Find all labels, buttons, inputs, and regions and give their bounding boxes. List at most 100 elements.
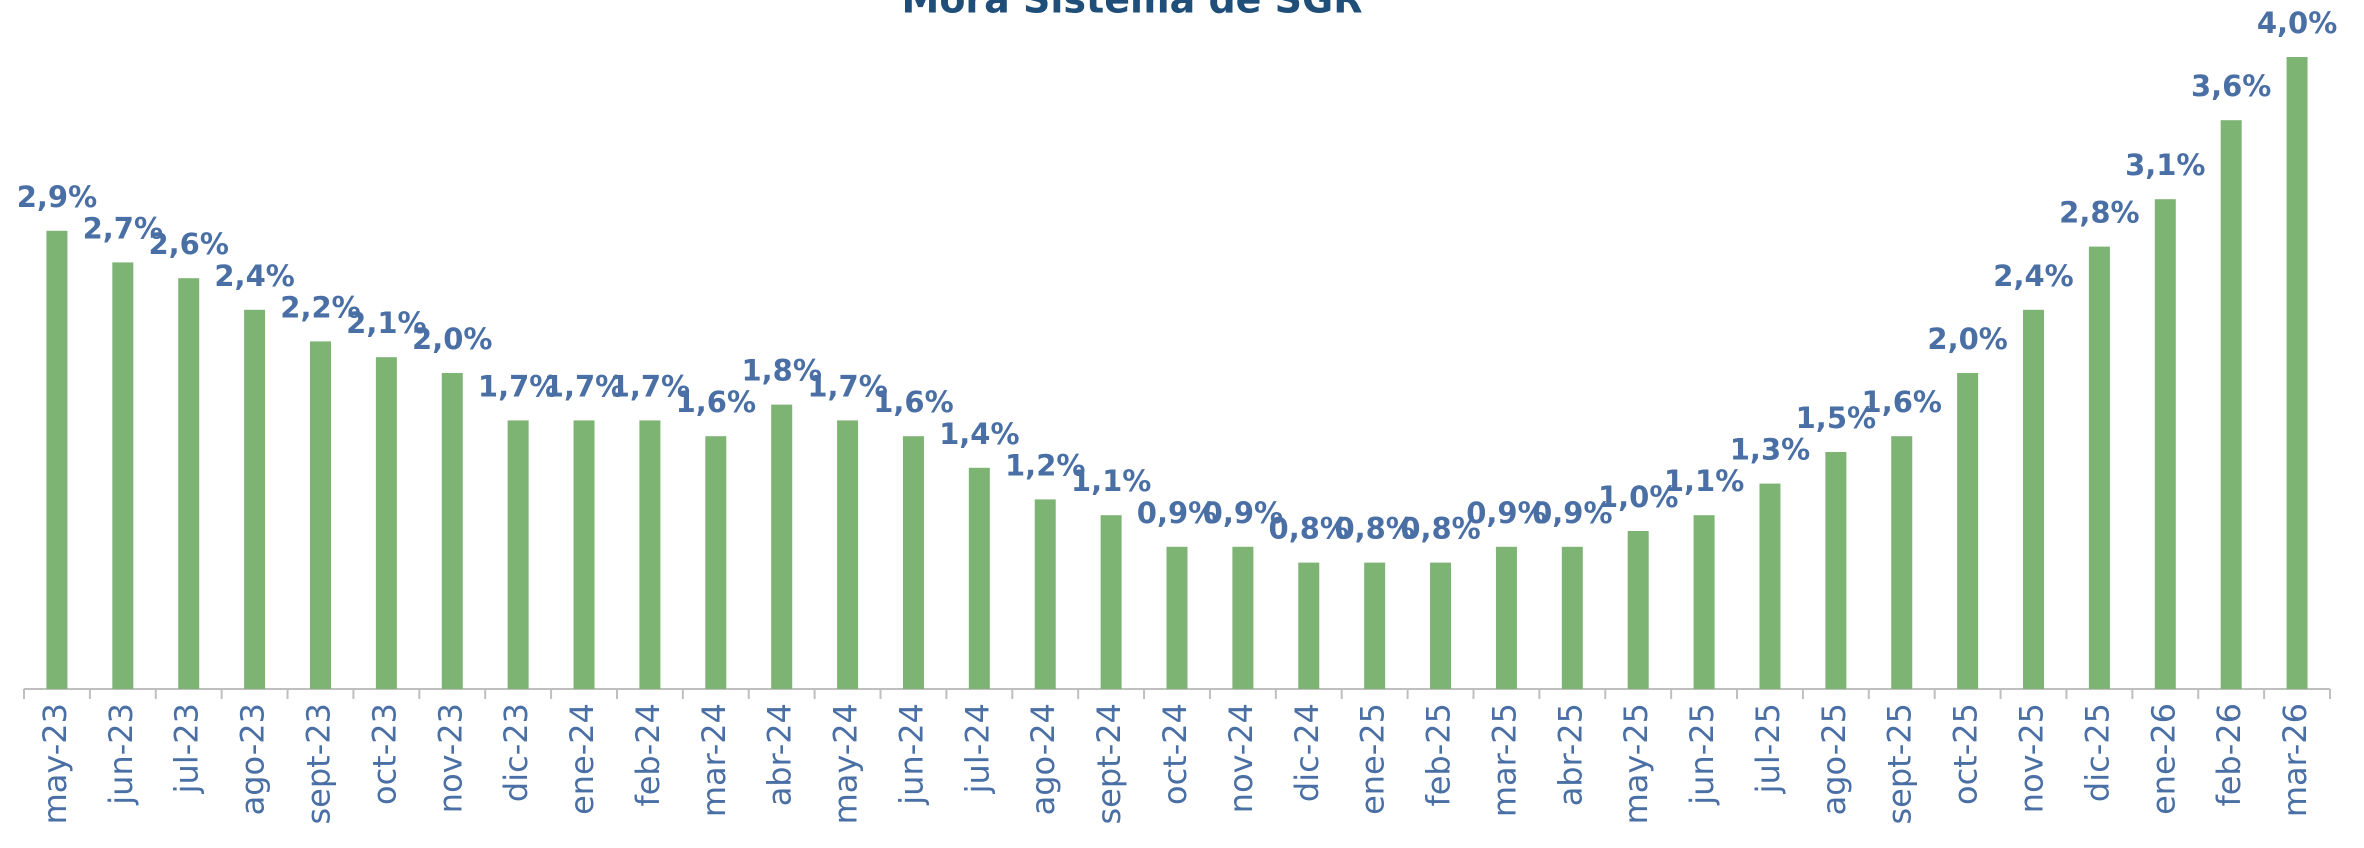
bar — [1891, 436, 1913, 689]
x-tick-label: jul-25 — [1749, 703, 1787, 794]
value-label: 0,9% — [1466, 496, 1546, 530]
value-label: 1,6% — [873, 385, 953, 419]
bar — [2220, 120, 2242, 689]
x-tick-label: nov-25 — [2013, 703, 2051, 813]
x-tick-label: may-25 — [1617, 703, 1655, 824]
bar — [837, 420, 859, 689]
value-label: 0,9% — [1203, 496, 1283, 530]
value-label: 2,1% — [346, 306, 426, 340]
x-tick-label: sept-23 — [299, 703, 337, 824]
x-tick-label: ago-24 — [1024, 703, 1062, 815]
bar — [1495, 546, 1517, 689]
bar — [1561, 546, 1583, 689]
bar — [441, 373, 463, 689]
x-tick-label: ago-25 — [1815, 703, 1853, 815]
chart-title: Mora Sistema de SGR — [902, 0, 1363, 22]
value-label: 2,4% — [214, 259, 294, 293]
value-label: 1,8% — [741, 354, 821, 388]
bar — [968, 467, 990, 689]
x-tick-label: ago-23 — [234, 703, 272, 815]
value-label: 2,2% — [280, 290, 360, 324]
x-tick-label: ene-24 — [563, 703, 601, 815]
bar — [1298, 562, 1320, 689]
bar — [46, 230, 68, 690]
bar — [1759, 483, 1781, 689]
x-tick-label: feb-25 — [1420, 703, 1458, 807]
bar — [2023, 309, 2045, 689]
bar — [507, 420, 529, 689]
bar — [2088, 246, 2110, 689]
bar — [112, 262, 134, 689]
x-tick-label: dic-24 — [1288, 703, 1326, 802]
bar — [1034, 499, 1056, 689]
value-label: 3,6% — [2191, 69, 2271, 103]
x-tick-label: oct-24 — [1156, 703, 1194, 805]
x-tick-label: mar-26 — [2276, 703, 2314, 817]
value-label: 1,7% — [544, 369, 624, 403]
x-tick-label: jun-25 — [1683, 703, 1721, 806]
bar — [1232, 546, 1254, 689]
value-label: 1,7% — [610, 369, 690, 403]
bar — [1825, 452, 1847, 689]
bar — [639, 420, 661, 689]
bar — [1364, 562, 1386, 689]
bar — [902, 436, 924, 689]
x-tick-label: ene-25 — [1354, 703, 1392, 815]
value-label: 3,1% — [2125, 148, 2205, 182]
value-label: 2,6% — [148, 227, 228, 261]
x-tick-label: sept-24 — [1090, 703, 1128, 824]
value-label: 0,9% — [1137, 496, 1217, 530]
value-label: 2,7% — [83, 211, 163, 245]
value-label: 1,6% — [1862, 385, 1942, 419]
value-label: 4,0% — [2257, 6, 2337, 40]
value-label: 0,8% — [1269, 512, 1349, 546]
value-label: 0,8% — [1334, 512, 1414, 546]
bar — [244, 309, 266, 689]
x-tick-label: dic-25 — [2078, 703, 2116, 802]
x-tick-label: dic-23 — [497, 703, 535, 802]
x-tick-label: nov-24 — [1222, 703, 1260, 813]
value-label: 2,9% — [17, 180, 97, 214]
x-tick-label: feb-26 — [2210, 703, 2248, 807]
bar — [375, 357, 397, 689]
value-label: 1,2% — [1005, 448, 1085, 482]
value-label: 0,8% — [1400, 512, 1480, 546]
x-tick-label: oct-23 — [365, 703, 403, 805]
bar — [1430, 562, 1452, 689]
x-tick-label: jun-23 — [102, 703, 140, 806]
x-tick-label: abr-25 — [1551, 703, 1589, 806]
x-tick-label: jun-24 — [892, 703, 930, 806]
value-label: 2,8% — [2059, 196, 2139, 230]
value-label: 1,7% — [807, 369, 887, 403]
value-label: 0,9% — [1532, 496, 1612, 530]
value-label: 2,4% — [1993, 259, 2073, 293]
value-label: 1,3% — [1730, 433, 1810, 467]
x-tick-label: may-24 — [827, 703, 865, 824]
value-label: 1,7% — [478, 369, 558, 403]
bar — [1100, 515, 1122, 689]
bar — [2154, 199, 2176, 689]
value-label: 1,4% — [939, 417, 1019, 451]
x-tick-label: oct-25 — [1947, 703, 1985, 805]
x-tick-label: jul-23 — [168, 703, 206, 794]
value-label: 1,1% — [1664, 464, 1744, 498]
x-tick-label: jul-24 — [958, 703, 996, 794]
x-tick-label: mar-25 — [1485, 703, 1523, 817]
x-tick-label: nov-23 — [431, 703, 469, 813]
value-label: 1,5% — [1796, 401, 1876, 435]
bar — [573, 420, 595, 689]
value-label: 2,0% — [1927, 322, 2007, 356]
bar — [1957, 373, 1979, 689]
x-tick-label: mar-24 — [695, 703, 733, 817]
value-label: 2,0% — [412, 322, 492, 356]
bar — [1166, 546, 1188, 689]
bar — [1693, 515, 1715, 689]
x-tick-label: may-23 — [36, 703, 74, 824]
bar — [309, 341, 331, 689]
x-tick-label: sept-25 — [1881, 703, 1919, 824]
bar — [771, 404, 793, 689]
bar — [705, 436, 727, 689]
value-label: 1,6% — [676, 385, 756, 419]
bar — [2286, 57, 2308, 689]
